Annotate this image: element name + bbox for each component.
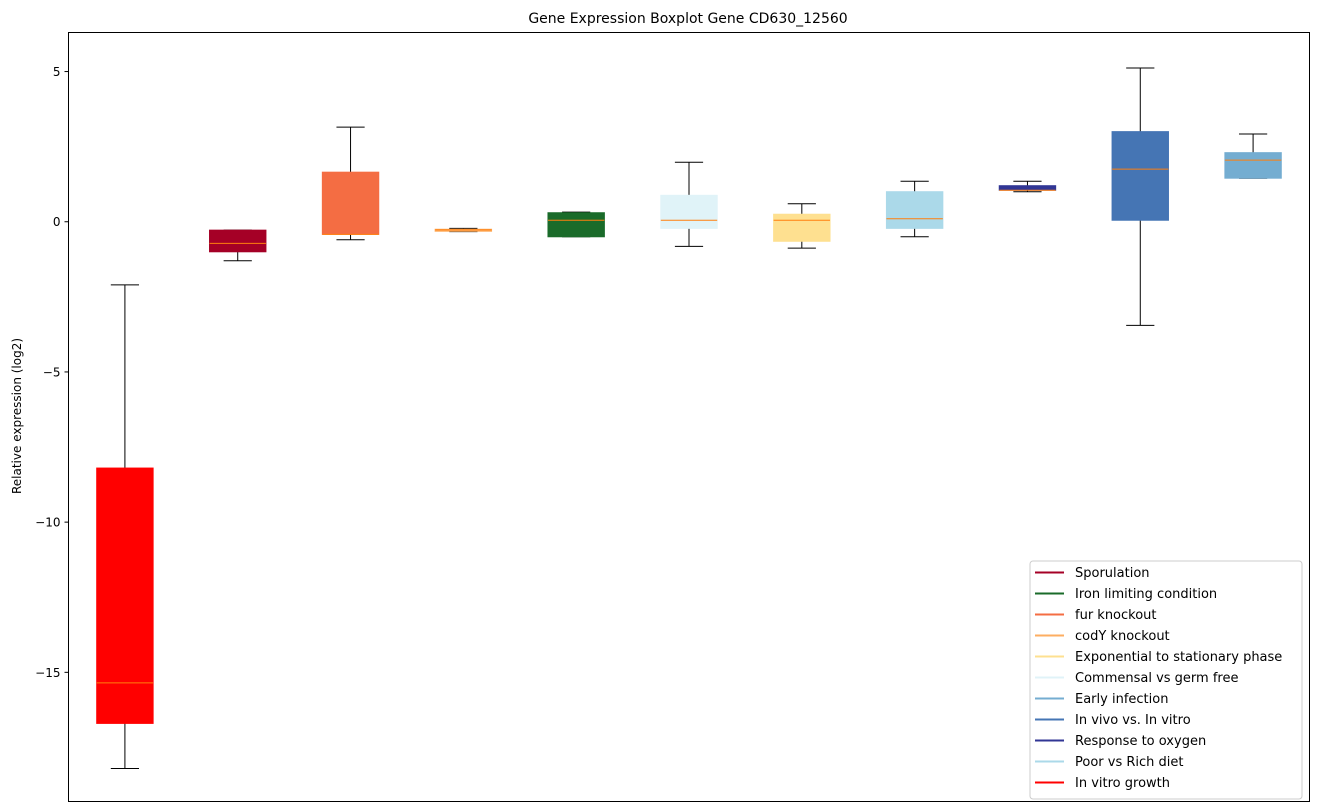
box-group — [434, 227, 493, 233]
legend-label: In vitro growth — [1075, 776, 1170, 791]
box-group — [660, 161, 718, 247]
y-tick-label: −10 — [35, 516, 60, 530]
box-iqr — [885, 191, 944, 229]
box-iqr — [998, 185, 1057, 191]
legend-label: Early infection — [1075, 692, 1168, 707]
y-tick-label: −15 — [35, 666, 60, 680]
legend-label: Sporulation — [1075, 566, 1150, 581]
box-group — [998, 180, 1057, 193]
box-iqr — [773, 213, 831, 242]
legend-label: Iron limiting condition — [1075, 587, 1217, 602]
box-group — [209, 229, 267, 262]
box-iqr — [321, 171, 380, 235]
box-group — [1224, 133, 1282, 179]
y-axis-label: Relative expression (log2) — [10, 338, 24, 494]
legend-label: Response to oxygen — [1075, 734, 1206, 749]
legend-label: In vivo vs. In vitro — [1075, 713, 1191, 728]
legend-label: Commensal vs germ free — [1075, 671, 1238, 686]
y-tick-label: −5 — [43, 365, 61, 379]
legend-label: fur knockout — [1075, 608, 1157, 623]
chart-title: Gene Expression Boxplot Gene CD630_12560 — [528, 11, 847, 27]
box-iqr — [547, 212, 605, 238]
box-iqr — [660, 194, 718, 229]
legend-label: codY knockout — [1075, 629, 1170, 644]
box-iqr — [1224, 152, 1282, 179]
y-axis-ticks: 5 0 −5 −10 −15 — [35, 65, 69, 680]
box-group — [96, 284, 154, 769]
box-group — [547, 211, 605, 238]
box-iqr — [209, 229, 267, 253]
boxes-layer — [96, 67, 1282, 769]
box-iqr — [96, 467, 154, 724]
box-iqr — [1111, 131, 1169, 221]
legend: Sporulation Iron limiting condition fur kn… — [1029, 560, 1303, 800]
box-group — [773, 203, 831, 249]
box-group — [885, 180, 944, 238]
legend-frame — [1029, 560, 1303, 800]
box-group — [321, 126, 380, 241]
y-tick-label: 0 — [53, 215, 61, 229]
plot-frame — [68, 32, 1310, 802]
legend-label: Poor vs Rich diet — [1075, 755, 1183, 770]
legend-label: Exponential to stationary phase — [1075, 650, 1282, 665]
y-tick-label: 5 — [53, 65, 61, 79]
box-group — [1111, 67, 1169, 326]
